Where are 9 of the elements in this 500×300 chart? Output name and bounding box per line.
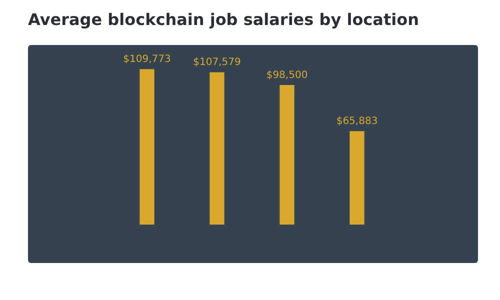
data-label: $107,579 (193, 57, 241, 68)
data-label: $109,773 (123, 54, 171, 66)
bar (140, 69, 154, 225)
bar (350, 131, 364, 225)
bar (210, 72, 224, 225)
chart-title: Average blockchain job salaries by location (28, 10, 419, 29)
data-label: $98,500 (266, 70, 308, 81)
data-label: $65,883 (336, 116, 378, 128)
bar (280, 85, 294, 225)
